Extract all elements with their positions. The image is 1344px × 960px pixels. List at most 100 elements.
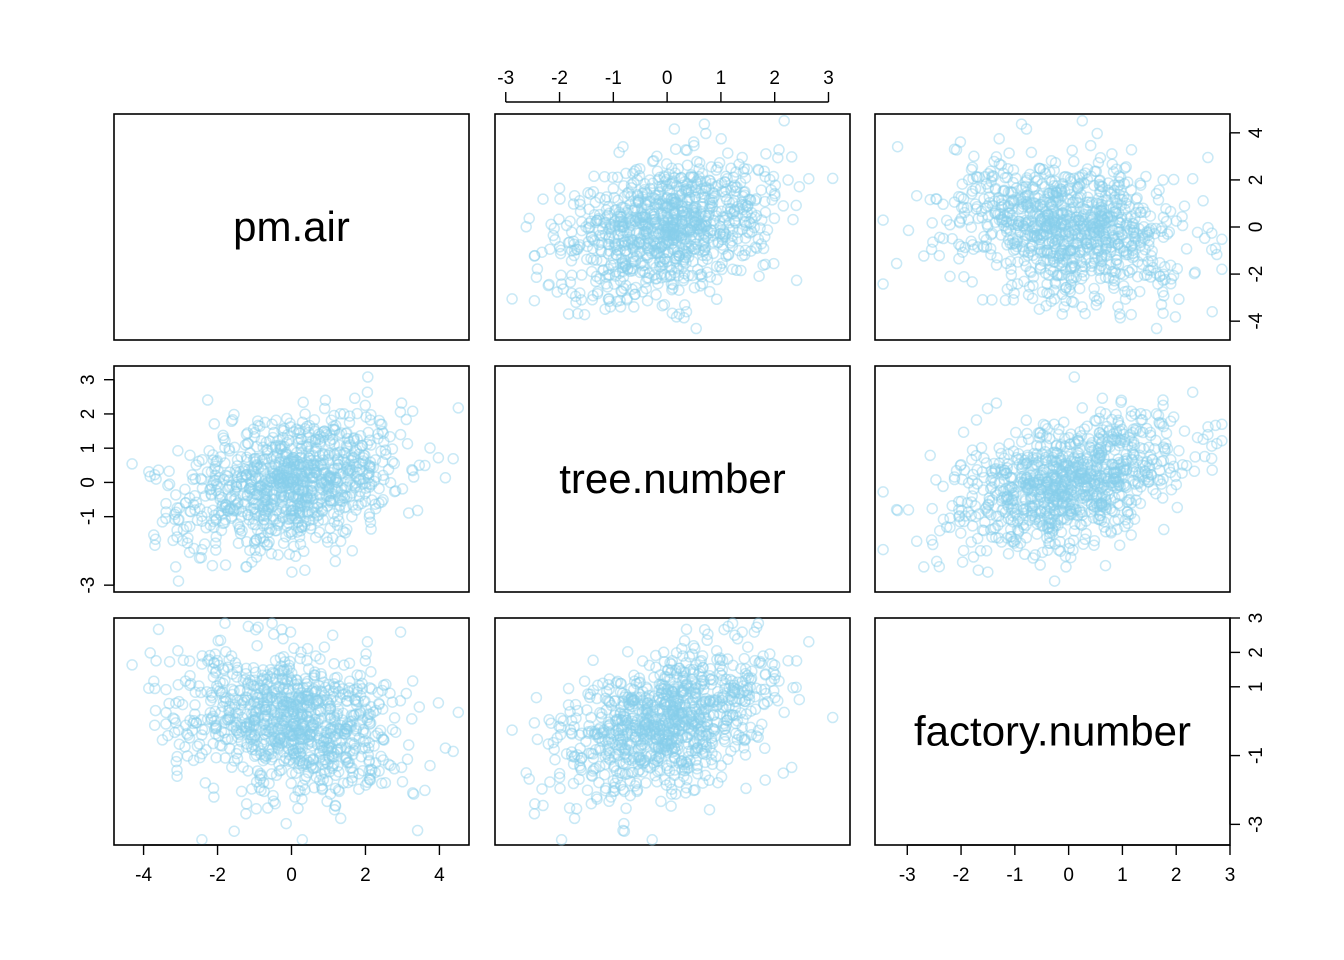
data-point <box>301 420 313 433</box>
data-point <box>632 197 644 209</box>
data-point <box>731 200 744 213</box>
data-point <box>1010 172 1022 184</box>
data-point <box>1106 148 1118 160</box>
data-point <box>668 123 681 135</box>
data-point <box>621 187 634 199</box>
data-point <box>1014 226 1027 238</box>
data-point <box>1092 223 1105 235</box>
data-point <box>1120 246 1133 259</box>
data-point <box>925 243 938 256</box>
data-point <box>1036 212 1048 225</box>
data-point <box>649 189 662 201</box>
data-point <box>726 240 739 253</box>
data-point <box>966 276 978 288</box>
data-point <box>1126 244 1139 257</box>
data-point <box>660 236 673 249</box>
data-point <box>1114 268 1126 280</box>
data-point <box>602 269 614 281</box>
data-point <box>227 505 240 517</box>
data-point <box>1111 223 1123 235</box>
data-point <box>695 205 707 218</box>
data-point <box>597 264 609 277</box>
data-point <box>902 224 915 237</box>
data-point <box>1026 240 1039 252</box>
data-point <box>1053 194 1065 207</box>
data-point <box>553 213 565 225</box>
data-point <box>386 455 399 468</box>
data-point <box>712 179 724 192</box>
data-point <box>1143 239 1155 251</box>
data-point <box>621 263 634 275</box>
data-point <box>1035 198 1047 211</box>
data-point <box>1142 264 1155 276</box>
data-point <box>1021 216 1034 228</box>
data-point <box>729 179 741 191</box>
data-point <box>1073 171 1085 183</box>
data-point <box>309 531 322 544</box>
data-point <box>698 236 711 249</box>
data-point <box>748 221 761 234</box>
data-point <box>694 175 707 188</box>
data-point <box>1091 222 1103 234</box>
data-point <box>1039 209 1052 222</box>
data-point <box>1134 177 1146 189</box>
data-point <box>1007 244 1020 257</box>
data-point <box>1099 559 1112 572</box>
data-point <box>582 222 595 235</box>
data-point <box>1110 257 1122 270</box>
data-point <box>1121 285 1134 297</box>
data-point <box>1039 167 1052 180</box>
data-point <box>1102 210 1114 223</box>
data-point <box>370 471 382 484</box>
data-point <box>697 245 709 257</box>
data-point <box>1109 191 1121 203</box>
panel-tree.number-vs-factory.number <box>874 365 1231 593</box>
data-point <box>126 458 138 470</box>
data-point <box>1018 222 1031 235</box>
data-point <box>1186 386 1199 398</box>
data-point <box>710 260 723 273</box>
data-point <box>615 201 628 213</box>
data-point <box>189 504 201 516</box>
data-point <box>632 196 645 209</box>
data-point <box>1023 242 1036 255</box>
data-point <box>587 186 600 198</box>
data-point <box>619 260 632 273</box>
data-point <box>243 482 256 495</box>
data-point <box>1024 197 1037 209</box>
data-point <box>677 205 689 218</box>
data-point <box>1094 230 1106 243</box>
data-point <box>967 172 979 185</box>
data-point <box>1018 254 1031 267</box>
data-point <box>1099 215 1111 227</box>
data-point <box>697 188 709 200</box>
data-point <box>1085 238 1098 250</box>
data-point <box>985 248 997 261</box>
data-point <box>1155 225 1168 238</box>
data-point <box>594 272 606 285</box>
data-point <box>600 204 613 216</box>
data-point <box>1034 228 1047 240</box>
data-point <box>265 453 278 465</box>
data-point <box>637 260 649 272</box>
data-point <box>663 168 675 181</box>
data-point <box>660 180 673 192</box>
data-point <box>386 723 399 736</box>
data-point <box>603 207 616 219</box>
data-point <box>1128 227 1140 239</box>
data-point <box>1017 244 1029 256</box>
data-point <box>259 479 271 492</box>
data-point <box>1051 180 1063 192</box>
data-point <box>1048 575 1061 587</box>
data-point <box>1025 146 1038 159</box>
data-point <box>989 182 1002 195</box>
data-point <box>1059 238 1071 250</box>
data-point <box>737 190 749 203</box>
data-point <box>268 472 281 485</box>
data-point <box>1073 282 1086 295</box>
data-point <box>674 214 686 227</box>
data-point <box>640 211 653 224</box>
data-point <box>664 261 677 273</box>
data-point <box>1065 278 1077 291</box>
data-point <box>252 621 264 633</box>
